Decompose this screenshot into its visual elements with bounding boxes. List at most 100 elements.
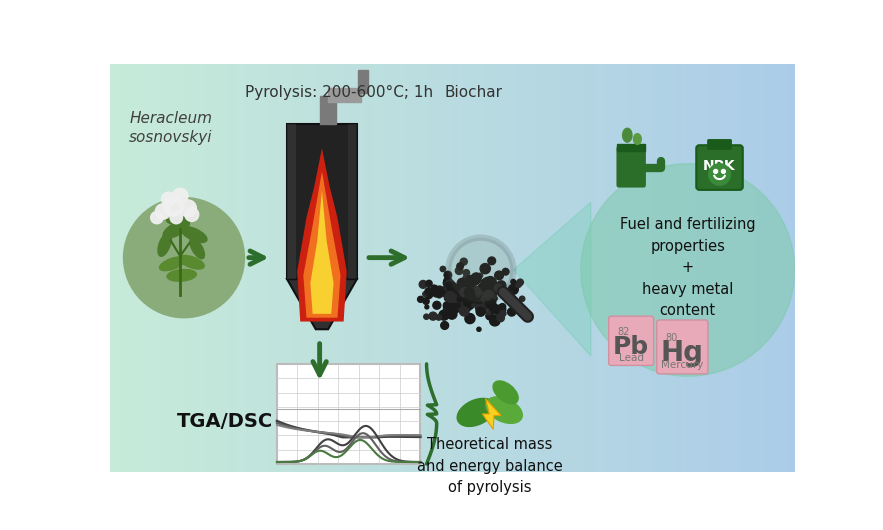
Circle shape bbox=[447, 282, 457, 293]
Circle shape bbox=[465, 292, 473, 299]
Circle shape bbox=[487, 257, 495, 264]
Circle shape bbox=[479, 304, 487, 312]
Bar bbox=[435, 64, 442, 472]
Circle shape bbox=[444, 286, 454, 295]
Circle shape bbox=[424, 314, 429, 319]
Circle shape bbox=[445, 280, 455, 290]
Circle shape bbox=[441, 266, 446, 272]
Circle shape bbox=[468, 279, 475, 286]
Circle shape bbox=[454, 297, 460, 304]
Circle shape bbox=[487, 295, 493, 301]
Bar bbox=[623, 64, 630, 472]
Circle shape bbox=[467, 276, 473, 282]
Bar bbox=[264, 64, 271, 472]
Circle shape bbox=[464, 287, 472, 295]
Circle shape bbox=[490, 280, 496, 286]
Circle shape bbox=[471, 296, 480, 305]
Bar bbox=[178, 64, 185, 472]
Circle shape bbox=[453, 306, 460, 312]
Circle shape bbox=[464, 287, 474, 297]
Circle shape bbox=[423, 292, 427, 297]
Circle shape bbox=[456, 287, 460, 292]
Circle shape bbox=[436, 315, 442, 320]
Circle shape bbox=[433, 286, 438, 291]
Circle shape bbox=[452, 294, 456, 298]
Circle shape bbox=[483, 297, 490, 304]
Bar bbox=[333, 64, 339, 472]
Bar bbox=[328, 88, 360, 102]
Circle shape bbox=[456, 297, 463, 304]
Bar bbox=[275, 64, 283, 472]
Bar bbox=[379, 64, 385, 472]
Circle shape bbox=[471, 297, 475, 302]
Bar bbox=[653, 64, 659, 472]
Circle shape bbox=[459, 289, 469, 298]
Bar bbox=[778, 64, 784, 472]
Circle shape bbox=[486, 290, 495, 301]
Bar bbox=[709, 64, 715, 472]
Circle shape bbox=[433, 289, 441, 297]
Circle shape bbox=[455, 286, 461, 292]
Bar bbox=[236, 64, 242, 472]
Bar bbox=[133, 64, 140, 472]
Bar bbox=[532, 64, 539, 472]
Circle shape bbox=[443, 279, 450, 287]
Text: 82: 82 bbox=[617, 327, 630, 337]
Circle shape bbox=[462, 290, 472, 300]
Ellipse shape bbox=[493, 381, 518, 404]
Circle shape bbox=[460, 293, 468, 300]
Bar bbox=[618, 64, 624, 472]
Circle shape bbox=[448, 297, 454, 303]
Bar bbox=[789, 64, 796, 472]
Bar bbox=[464, 64, 471, 472]
Circle shape bbox=[426, 280, 432, 287]
Bar bbox=[338, 64, 345, 472]
Bar bbox=[555, 64, 562, 472]
Ellipse shape bbox=[181, 227, 207, 242]
Circle shape bbox=[425, 305, 429, 309]
FancyBboxPatch shape bbox=[608, 316, 653, 366]
FancyBboxPatch shape bbox=[657, 320, 708, 374]
Bar bbox=[646, 64, 653, 472]
Circle shape bbox=[477, 292, 485, 300]
Circle shape bbox=[441, 322, 449, 329]
Bar bbox=[168, 64, 174, 472]
Bar bbox=[219, 64, 225, 472]
Circle shape bbox=[472, 294, 481, 304]
Ellipse shape bbox=[179, 255, 204, 269]
Circle shape bbox=[442, 291, 447, 295]
Bar bbox=[150, 64, 157, 472]
Circle shape bbox=[477, 290, 482, 296]
Bar bbox=[384, 64, 390, 472]
Circle shape bbox=[476, 305, 487, 315]
Circle shape bbox=[423, 298, 429, 304]
Circle shape bbox=[472, 273, 481, 283]
Circle shape bbox=[425, 288, 433, 295]
Bar bbox=[595, 64, 601, 472]
Circle shape bbox=[459, 291, 464, 296]
Ellipse shape bbox=[158, 233, 171, 257]
Bar bbox=[253, 64, 260, 472]
Bar bbox=[698, 64, 705, 472]
Ellipse shape bbox=[486, 397, 523, 423]
Bar bbox=[783, 64, 789, 472]
Bar bbox=[270, 64, 276, 472]
Polygon shape bbox=[298, 148, 347, 322]
Circle shape bbox=[508, 308, 516, 316]
Circle shape bbox=[489, 304, 499, 314]
Circle shape bbox=[515, 281, 522, 287]
Bar bbox=[247, 64, 253, 472]
Bar bbox=[526, 64, 533, 472]
Circle shape bbox=[459, 306, 469, 316]
Circle shape bbox=[444, 296, 449, 301]
Circle shape bbox=[464, 290, 473, 299]
Circle shape bbox=[493, 285, 500, 292]
Circle shape bbox=[461, 295, 471, 305]
Circle shape bbox=[481, 279, 491, 289]
Circle shape bbox=[470, 295, 479, 304]
Bar bbox=[475, 64, 482, 472]
Circle shape bbox=[449, 295, 454, 301]
Circle shape bbox=[477, 287, 481, 292]
Circle shape bbox=[483, 288, 493, 297]
Bar bbox=[127, 64, 134, 472]
